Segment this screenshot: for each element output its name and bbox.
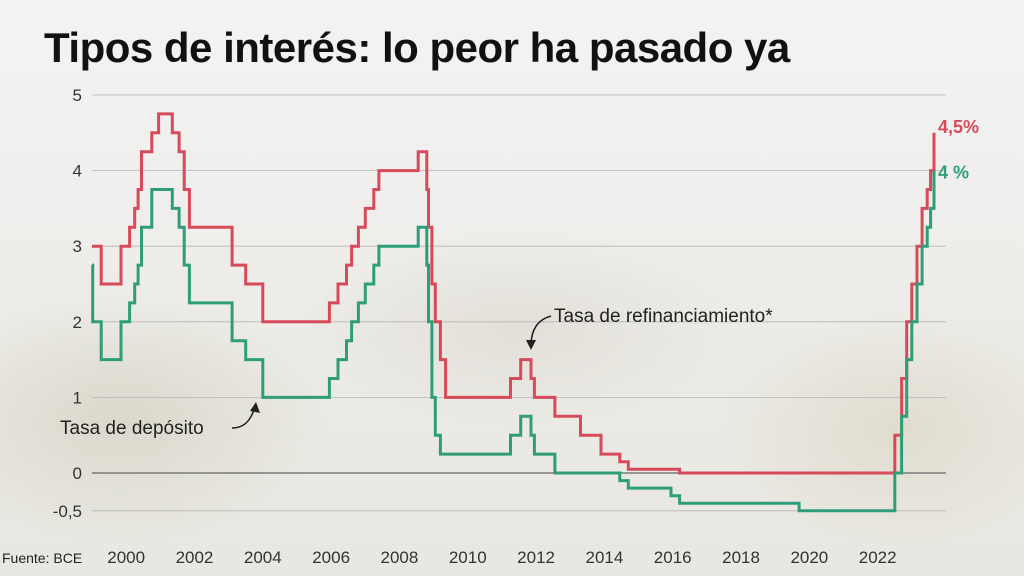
y-tick-label: 0 <box>73 464 82 483</box>
y-axis-ticks: 5 4 3 2 1 0 -0,5 <box>53 86 82 521</box>
annotation-arrowhead-refinanciamiento <box>526 340 536 350</box>
series-line-deposito <box>91 170 936 513</box>
x-tick-label: 2012 <box>517 548 555 567</box>
x-tick-label: 2004 <box>244 548 282 567</box>
x-tick-label: 2018 <box>722 548 760 567</box>
y-tick-label: 1 <box>73 388 82 407</box>
annotation-refinanciamiento: Tasa de refinanciamiento* <box>554 306 773 327</box>
x-tick-label: 2022 <box>859 548 897 567</box>
source-note: Fuente: BCE <box>2 550 83 566</box>
x-tick-label: 2000 <box>107 548 145 567</box>
end-label-deposito: 4 % <box>938 163 969 183</box>
y-tick-label: 2 <box>73 313 82 332</box>
x-tick-label: 2008 <box>381 548 419 567</box>
x-tick-label: 2014 <box>585 548 623 567</box>
y-tick-label: 3 <box>73 237 82 256</box>
annotation-deposito: Tasa de depósito <box>60 418 204 439</box>
series-line-refinanciamiento <box>92 112 936 475</box>
y-tick-label: -0,5 <box>53 502 82 521</box>
y-tick-label: 5 <box>73 86 82 105</box>
series-labels: 4,5% 4 % <box>938 117 979 183</box>
chart-title: Tipos de interés: lo peor ha pasado ya <box>44 24 790 71</box>
y-tick-label: 4 <box>73 162 82 181</box>
x-axis-ticks: 2000 2002 2004 2006 2008 2010 2012 2014 2016 2018… <box>107 548 896 567</box>
x-tick-label: 2020 <box>790 548 828 567</box>
x-tick-label: 2010 <box>449 548 487 567</box>
series-lines <box>91 112 936 513</box>
annotation-arrowhead-deposito <box>250 402 260 413</box>
x-tick-label: 2002 <box>176 548 214 567</box>
x-tick-label: 2006 <box>312 548 350 567</box>
annotations: Tasa de refinanciamiento* Tasa de depósit… <box>60 306 773 439</box>
x-tick-label: 2016 <box>654 548 692 567</box>
end-label-refinanciamiento: 4,5% <box>938 117 979 137</box>
